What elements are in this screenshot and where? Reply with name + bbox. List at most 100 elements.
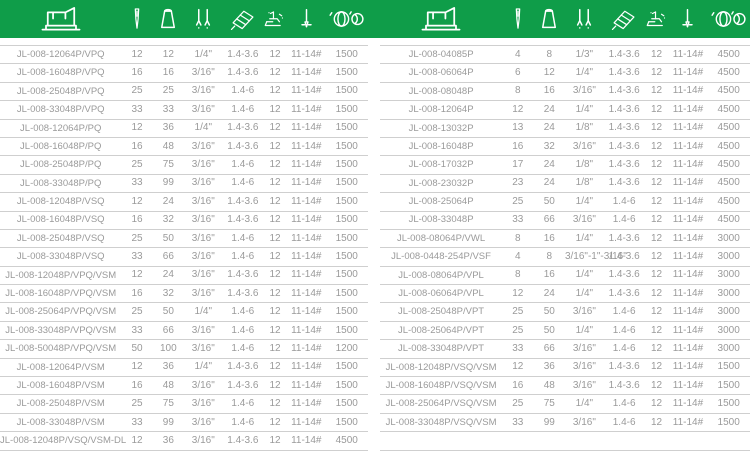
cell-threads: 100 <box>159 342 177 354</box>
cell-stitch-length: 1.4-3.6 <box>227 140 259 152</box>
cell-foot: 12 <box>269 398 281 410</box>
table-row: JL-008-12064P/PQ 12 36 1/4" 1.4-3.6 12 11-14# 1… <box>0 120 368 138</box>
cell-gauge: 3/16" <box>191 67 215 79</box>
cell-needles: 33 <box>131 103 143 115</box>
cell-stitch-length: 1.4-3.6 <box>227 48 259 60</box>
cell-foot: 12 <box>269 361 281 373</box>
cell-needle-size: 11-14# <box>672 232 704 244</box>
cell-foot: 12 <box>269 159 281 171</box>
cell-foot: 12 <box>650 232 663 244</box>
cell-needle-size: 11-14# <box>291 232 322 244</box>
cell-needles: 13 <box>512 122 524 134</box>
table-header-bar <box>0 0 750 38</box>
cell-foot: 12 <box>650 342 663 354</box>
cell-gauge: 1/4" <box>575 287 594 299</box>
cell-needle-size: 11-14# <box>291 324 322 336</box>
cell-gauge: 3/16" <box>191 195 215 207</box>
table-row: JL-008-25064P/VPT 25 50 1/4" 1.4-6 12 11-14# 30… <box>380 322 750 341</box>
cell-gauge: 3/16" <box>191 140 215 152</box>
cell-speed: 1200 <box>335 342 358 354</box>
table-row: JL-008-33048P/VSM 33 99 3/16" 1.4-6 12 11-14# 1… <box>0 414 368 433</box>
spec-table-left: JL-008-12064P/VPQ 12 12 1/4" 1.4-3.6 12 11-14#… <box>0 45 368 451</box>
cell-foot: 12 <box>650 140 663 152</box>
table-row: JL-008-33048P/VSQ 33 66 3/16" 1.4-6 12 11-14# 1… <box>0 248 368 267</box>
cell-model: JL-008-25064P/VSQ/VSM <box>385 398 497 410</box>
cell-threads: 12 <box>162 48 174 60</box>
table-row: JL-008-12064P/VPQ 12 12 1/4" 1.4-3.6 12 11-14#… <box>0 46 368 65</box>
cell-foot: 12 <box>650 398 663 410</box>
cell-speed: 4500 <box>335 434 358 446</box>
needle-bar-icon <box>287 7 326 32</box>
cell-threads: 16 <box>543 232 555 244</box>
cell-needle-size: 11-14# <box>672 177 704 189</box>
cell-stitch-length: 1.4-3.6 <box>608 122 640 134</box>
cell-threads: 32 <box>543 140 555 152</box>
cell-threads: 48 <box>162 379 174 391</box>
cell-stitch-length: 1.4-6 <box>231 416 255 428</box>
cell-gauge: 3/16" <box>191 434 215 446</box>
cell-speed: 1500 <box>335 85 358 97</box>
cell-speed: 1500 <box>717 398 740 410</box>
cell-stitch-length: 1.4-3.6 <box>608 85 640 97</box>
cell-model: JL-008-16048P/VSQ/VSM <box>385 379 497 391</box>
cell-threads: 36 <box>543 361 555 373</box>
cell-needle-size: 11-14# <box>291 398 322 410</box>
cell-needles: 4 <box>515 48 521 60</box>
cell-stitch-length: 1.4-6 <box>231 250 255 262</box>
cell-threads: 99 <box>162 177 174 189</box>
cell-threads: 50 <box>162 306 174 318</box>
table-row: JL-008-06064P 6 12 1/4" 1.4-3.6 12 11-14# 4500 <box>380 64 750 83</box>
cell-needles: 16 <box>131 214 143 226</box>
cell-needle-size: 11-14# <box>672 214 704 226</box>
table-row: JL-008-33048P/PQ 33 99 3/16" 1.4-6 12 11-14# 15… <box>0 175 368 194</box>
cell-needles: 33 <box>512 214 524 226</box>
cell-threads: 48 <box>162 140 174 152</box>
cell-gauge: 3/16" <box>191 269 215 281</box>
cell-foot: 12 <box>650 306 663 318</box>
cell-needle-size: 11-14# <box>672 122 704 134</box>
cell-needle-size: 11-14# <box>291 379 322 391</box>
cell-model: JL-008-50048P/VPQ/VSM <box>5 343 117 355</box>
cell-speed: 1500 <box>335 250 358 262</box>
cell-foot: 12 <box>269 306 281 318</box>
cell-speed: 4500 <box>717 67 740 79</box>
table-row: JL-008-12064P 12 24 1/4" 1.4-3.6 12 11-14# 4500 <box>380 101 750 120</box>
cell-threads: 16 <box>543 85 555 97</box>
cell-speed: 4500 <box>717 140 740 152</box>
cell-foot: 12 <box>269 195 281 207</box>
cell-foot: 12 <box>269 177 281 189</box>
cell-needles: 17 <box>512 159 524 171</box>
table-row: JL-008-25064P/VSQ/VSM 25 75 1/4" 1.4-6 12 11-1… <box>380 395 750 414</box>
cell-speed: 4500 <box>717 177 740 189</box>
cell-foot: 12 <box>269 122 281 134</box>
cell-stitch-length: 1.4-3.6 <box>227 122 259 134</box>
cell-gauge: 1/4" <box>194 306 212 318</box>
cell-speed: 1500 <box>335 195 358 207</box>
thread-spools-icon <box>326 7 368 31</box>
cell-gauge: 3/16" <box>191 250 215 262</box>
cell-model: JL-008-25064P/VPT <box>398 324 485 336</box>
cell-needle-size: 11-14# <box>672 379 704 391</box>
cell-gauge: 3/16" <box>191 214 215 226</box>
cell-needle-size: 11-14# <box>291 177 322 189</box>
cell-speed: 4500 <box>717 85 740 97</box>
cell-needles: 16 <box>131 140 143 152</box>
cell-gauge: 3/16" <box>572 416 596 428</box>
cell-needles: 25 <box>131 85 143 97</box>
cell-needle-size: 11-14# <box>291 269 322 281</box>
cell-gauge: 3/16" <box>191 177 215 189</box>
cell-foot: 12 <box>269 232 281 244</box>
cell-needle-size: 11-14# <box>672 103 704 115</box>
thread-spools-icon <box>707 7 750 31</box>
cell-speed: 1500 <box>335 48 358 60</box>
cell-needles: 23 <box>512 177 524 189</box>
cell-gauge: 3/16" <box>191 416 215 428</box>
cell-stitch-length: 1.4-3.6 <box>608 159 640 171</box>
cell-needle-size: 11-14# <box>291 416 322 428</box>
cell-speed: 4500 <box>717 103 740 115</box>
cell-threads: 32 <box>162 287 174 299</box>
cell-gauge: 1/8" <box>575 177 594 189</box>
cell-needle-size: 11-14# <box>291 342 322 354</box>
cell-needles: 25 <box>512 324 524 336</box>
cell-threads: 50 <box>162 232 174 244</box>
